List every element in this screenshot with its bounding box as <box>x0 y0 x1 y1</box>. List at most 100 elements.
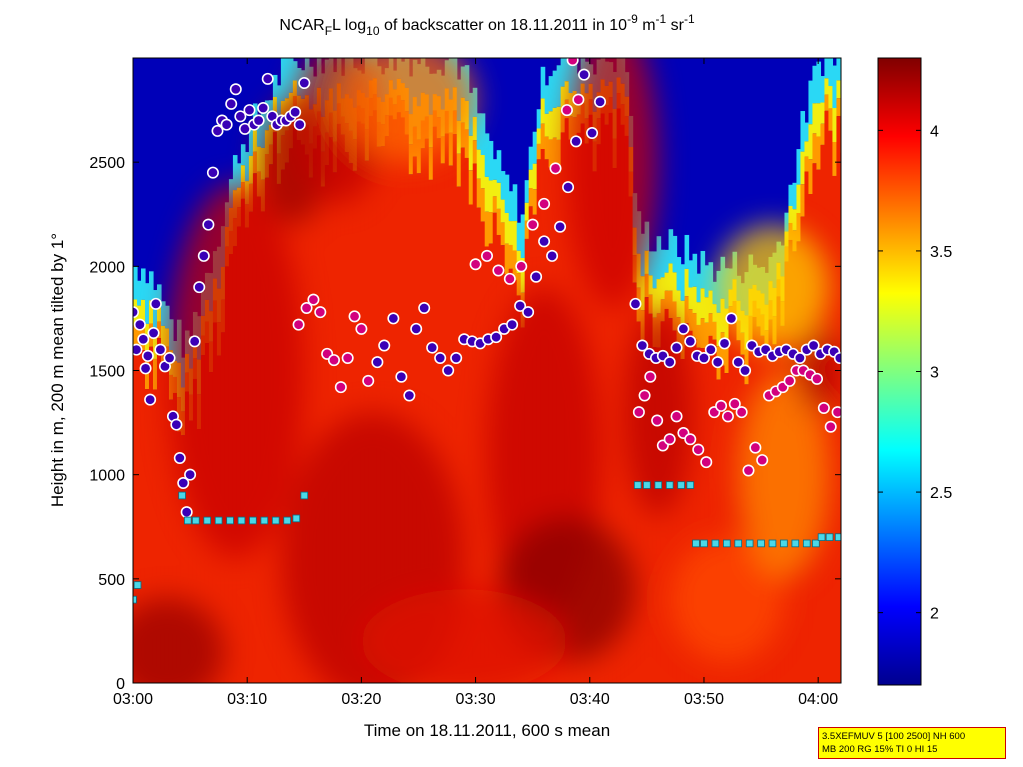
signal-fringe-cyan <box>136 280 142 306</box>
aux-point <box>824 420 837 433</box>
signal-fringe-cyan <box>568 63 574 94</box>
mixing-layer-point <box>283 516 291 525</box>
signal-fringe-orange <box>704 322 710 349</box>
signal-column <box>636 321 642 683</box>
signal-fringe-orange <box>556 139 562 174</box>
signal-fringe-orange <box>668 290 674 319</box>
signal-fringe-cyan <box>164 305 170 329</box>
aux-point <box>362 374 375 387</box>
signal-column <box>136 345 142 683</box>
mixing-layer-point <box>768 539 777 548</box>
signal-fringe-yellow <box>724 308 730 341</box>
cloud-base-point <box>243 104 256 117</box>
mixing-layer-point <box>686 481 695 489</box>
cloud-base-point <box>725 312 738 325</box>
mixing-layer-point <box>260 516 269 525</box>
cloud-base-point <box>188 335 201 348</box>
signal-fringe-cyan <box>236 163 242 188</box>
title-sup1: -9 <box>627 12 638 26</box>
signal-fringe-yellow <box>292 80 298 96</box>
signal-fringe-yellow <box>552 107 558 138</box>
signal-fringe-yellow <box>836 80 841 99</box>
aux-point <box>307 293 320 306</box>
mixing-layer-point <box>723 539 731 548</box>
aux-point <box>292 318 305 331</box>
signal-fringe-cyan <box>648 251 654 276</box>
signal-column <box>680 359 686 683</box>
signal-column <box>196 429 202 683</box>
signal-fringe-cyan <box>652 251 658 289</box>
y-tick-label: 2000 <box>89 259 125 276</box>
signal-column <box>456 186 462 683</box>
signal-fringe-cyan <box>492 159 498 180</box>
signal-column <box>452 134 458 683</box>
signal-fringe-orange <box>796 212 802 242</box>
aux-point <box>811 372 824 385</box>
cloud-base-point <box>697 351 710 364</box>
signal-fringe-orange <box>456 153 462 187</box>
signal-fringe-cyan <box>272 74 278 97</box>
signal-fringe-orange <box>672 301 678 331</box>
signal-column <box>388 115 394 683</box>
signal-fringe-orange <box>512 250 518 280</box>
signal-column <box>180 435 186 683</box>
signal-column <box>144 389 150 683</box>
title-prefix: NCAR <box>279 17 324 34</box>
signal-column <box>476 207 482 683</box>
signal-fringe-cyan <box>524 180 530 203</box>
signal-column <box>324 165 330 683</box>
signal-fringe-yellow <box>640 276 646 311</box>
signal-fringe-orange <box>684 296 690 324</box>
mixing-layer-point <box>300 491 309 500</box>
signal-fringe-cyan <box>504 174 510 213</box>
signal-fringe-yellow <box>788 206 794 223</box>
signal-fringe-cyan <box>836 58 841 81</box>
signal-fringe-yellow <box>688 287 694 310</box>
aux-point <box>334 381 347 394</box>
mixing-layer-point <box>184 516 192 525</box>
cloud-base-point <box>395 370 408 383</box>
signal-fringe-yellow <box>136 305 142 326</box>
cloud-base-point <box>450 351 463 364</box>
signal-fringe-orange <box>560 109 566 133</box>
signal-fringe-cyan <box>133 266 138 300</box>
y-axis-label: Height in m, 200 m mean tilted by 1° <box>48 233 67 507</box>
signal-column <box>736 340 742 683</box>
cloud-base-point <box>403 389 416 402</box>
aux-point <box>756 454 769 467</box>
signal-fringe-yellow <box>528 169 534 189</box>
cloud-base-point <box>578 68 591 81</box>
signal-fringe-orange <box>804 156 810 172</box>
cloud-base-point <box>371 356 384 369</box>
signal-column <box>468 204 474 683</box>
signal-fringe-yellow <box>652 288 658 318</box>
signal-column <box>152 389 158 683</box>
signal-fringe-cyan <box>540 66 546 99</box>
cloud-base-point <box>711 356 724 369</box>
signal-fringe-cyan <box>572 58 578 91</box>
signal-fringe-yellow <box>828 86 834 109</box>
mixing-layer-point <box>711 539 720 548</box>
heatmap-shade-blob <box>338 58 476 163</box>
x-axis-label: Time on 18.11.2011, 600 s mean <box>364 721 610 740</box>
mixing-layer-point <box>692 539 700 548</box>
signal-column <box>372 110 378 683</box>
mixing-layer-point <box>249 516 257 525</box>
signal-fringe-orange <box>800 184 806 217</box>
signal-fringe-orange <box>820 123 826 145</box>
signal-fringe-yellow <box>524 202 530 221</box>
signal-fringe-orange <box>712 321 718 340</box>
cloud-base-point <box>229 83 242 96</box>
signal-fringe-yellow <box>800 151 806 185</box>
x-axis: 03:00 03:10 03:20 03:30 03:40 03:50 04:00 <box>113 58 838 708</box>
cloud-base-point <box>704 343 717 356</box>
aux-point <box>348 310 361 323</box>
signal-fringe-yellow <box>160 325 166 346</box>
aux-point <box>651 414 664 427</box>
signal-column <box>692 339 698 683</box>
signal-fringe-cyan <box>804 122 810 142</box>
signal-fringe-orange <box>692 313 698 340</box>
cloud-base-point <box>663 356 676 369</box>
signal-column <box>392 119 398 683</box>
signal-column <box>164 364 170 683</box>
